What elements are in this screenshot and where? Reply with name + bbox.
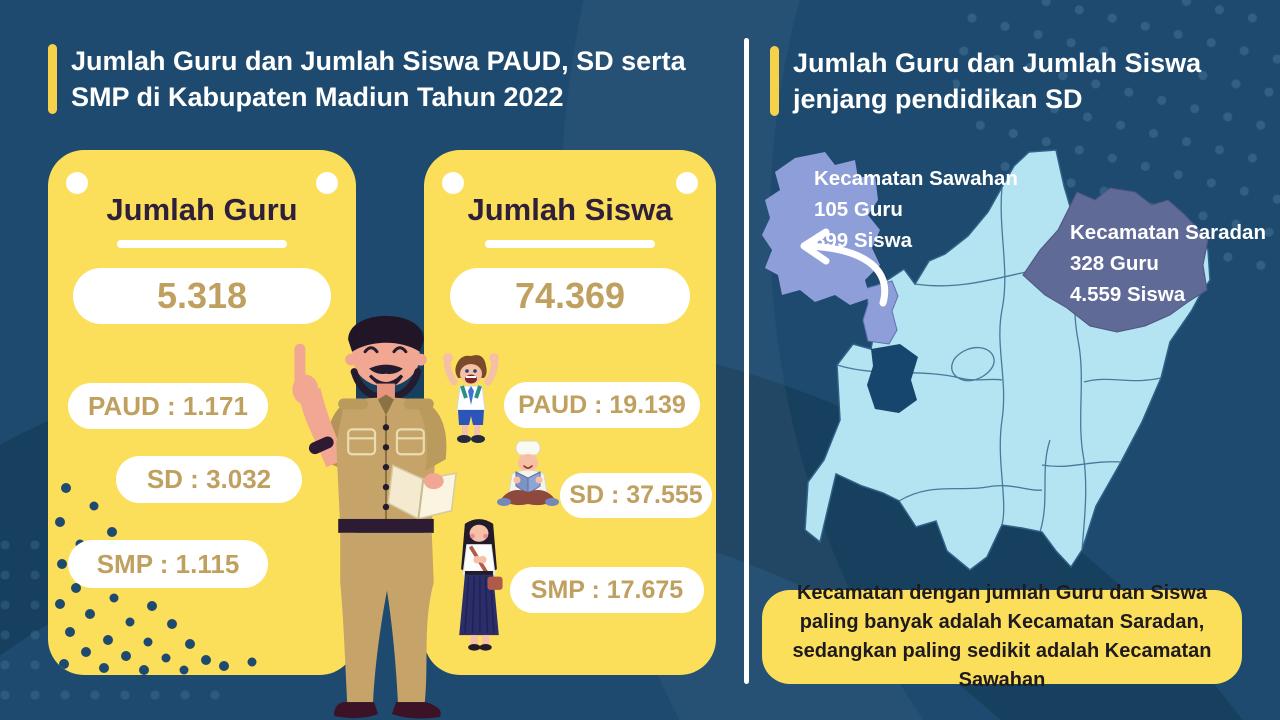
guru-smp-pill: SMP : 1.115 [68,540,268,588]
conclusion-note-box: Kecamatan dengan jumlah Guru dan Siswa p… [762,582,1242,691]
left-title-block: Jumlah Guru dan Jumlah Siswa PAUD, SD se… [48,44,721,115]
madiun-district-map [762,149,1211,571]
right-title-block: Jumlah Guru dan Jumlah Siswa jenjang pen… [770,46,1225,117]
siswa-paud-pill: PAUD : 19.139 [504,382,700,428]
card-corner-circle [66,172,88,194]
card-corner-circle [676,172,698,194]
saradan-name: Kecamatan Saradan [1070,221,1266,244]
sawahan-name: Kecamatan Sawahan [814,167,1018,190]
guru-paud-value: PAUD : 1.171 [88,390,248,421]
guru-paud-pill: PAUD : 1.171 [68,383,268,429]
guru-total-value: 5.318 [156,275,248,316]
siswa-total-pill: 74.369 [450,268,690,324]
map-callout-arrow [800,228,889,307]
siswa-title-underline [485,240,655,248]
siswa-smp-pill: SMP : 17.675 [510,567,704,613]
card-jumlah-guru: Jumlah Guru 5.318 PAUD : 1.171 SD : 3.03… [48,150,356,675]
left-title-accent-bar [48,44,57,114]
guru-sd-value: SD : 3.032 [146,464,272,494]
right-title-accent-bar [770,46,779,116]
sawahan-label: Kecamatan Sawahan 105 Guru 899 Siswa [814,164,1018,256]
guru-smp-value: SMP : 1.115 [96,548,240,579]
panel-divider-line [744,38,749,684]
card-corner-circle [316,172,338,194]
map-region-saradan [1022,187,1209,333]
guru-card-title: Jumlah Guru [106,192,298,227]
saradan-label: Kecamatan Saradan 328 Guru 4.559 Siswa [1070,218,1266,310]
sawahan-guru: 105 Guru [814,197,903,221]
saradan-siswa: 4.559 Siswa [1070,282,1186,306]
guru-total-pill: 5.318 [73,268,331,324]
conclusion-note-text: Kecamatan dengan jumlah Guru dan Siswa p… [792,582,1212,691]
sawahan-siswa: 899 Siswa [814,228,913,252]
map-internal-borders [836,186,1162,551]
siswa-smp-value: SMP : 17.675 [530,575,684,604]
left-title: Jumlah Guru dan Jumlah Siswa PAUD, SD se… [71,46,686,112]
siswa-sd-pill: SD : 37.555 [560,473,712,518]
siswa-sd-value: SD : 37.555 [569,481,703,509]
map-region-dark [867,344,918,413]
saradan-guru: 328 Guru [1070,251,1159,275]
siswa-card-title: Jumlah Siswa [467,192,673,227]
card-jumlah-siswa: Jumlah Siswa 74.369 PAUD : 19.139 SD : 3… [424,150,716,675]
right-title: Jumlah Guru dan Jumlah Siswa jenjang pen… [793,48,1202,114]
siswa-total-value: 74.369 [514,275,626,316]
guru-sd-pill: SD : 3.032 [116,456,302,503]
card-corner-circle [442,172,464,194]
guru-title-underline [117,240,287,248]
siswa-paud-value: PAUD : 19.139 [518,390,686,419]
map-region-sawahan [862,280,899,345]
map-sawahan-enlarged [762,152,880,305]
